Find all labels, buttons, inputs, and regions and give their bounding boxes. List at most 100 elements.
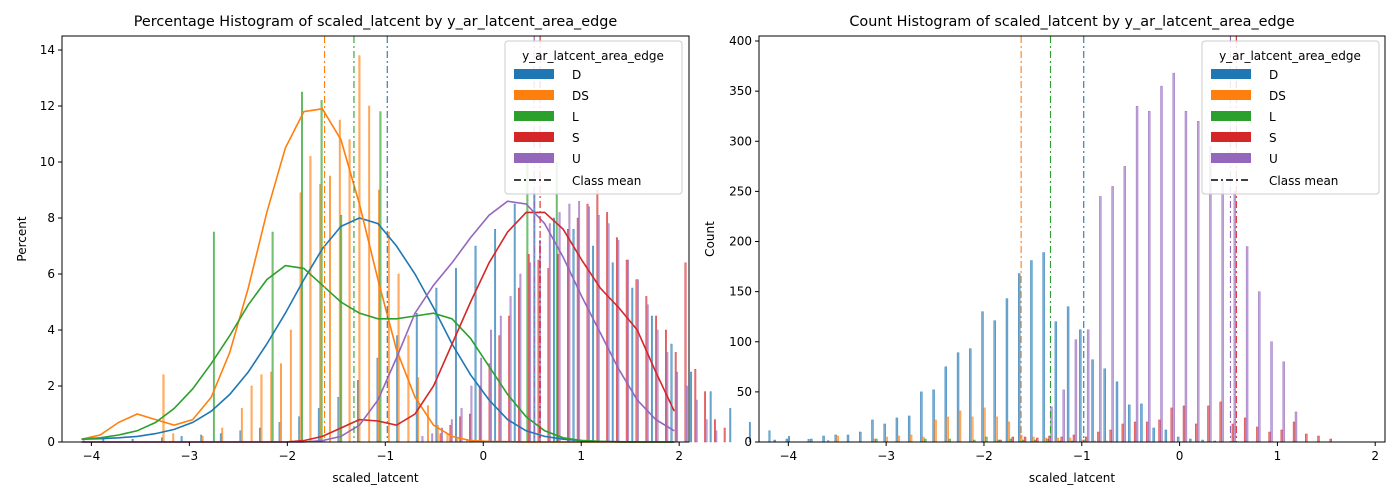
legend-label-ds: DS bbox=[1269, 89, 1286, 103]
bar-l bbox=[301, 91, 303, 443]
bar-ds bbox=[1007, 421, 1011, 443]
bar-u bbox=[1135, 105, 1139, 443]
bar-s bbox=[596, 189, 599, 443]
bar-ds bbox=[201, 436, 204, 443]
legend-label-ds: DS bbox=[572, 89, 589, 103]
bar-s bbox=[1182, 405, 1186, 443]
bar-d bbox=[239, 430, 242, 443]
y-tick-label: 200 bbox=[729, 235, 752, 249]
bar-u bbox=[1258, 291, 1261, 443]
bar-d bbox=[1091, 359, 1094, 443]
bar-d bbox=[631, 287, 634, 443]
y-tick-label: 8 bbox=[47, 211, 55, 225]
bar-d bbox=[278, 422, 281, 443]
bar-ds bbox=[289, 329, 292, 443]
x-tick-label: 0 bbox=[1176, 449, 1184, 463]
bar-ds bbox=[358, 55, 361, 443]
y-tick-label: 400 bbox=[729, 34, 752, 48]
bar-d bbox=[572, 228, 575, 443]
bar-d bbox=[1030, 260, 1033, 443]
bar-ds bbox=[427, 405, 429, 443]
bar-d bbox=[1152, 427, 1155, 443]
bar-ds bbox=[260, 374, 263, 443]
bar-s bbox=[478, 385, 481, 443]
bar-u bbox=[1245, 246, 1249, 443]
bar-s bbox=[1158, 419, 1161, 443]
bar-u bbox=[1062, 389, 1065, 443]
axes-frame bbox=[758, 35, 1386, 443]
axes-frame bbox=[61, 35, 690, 443]
legend-label-u: U bbox=[572, 152, 581, 166]
bar-u bbox=[617, 240, 620, 443]
legend-title: y_ar_latcent_area_edge bbox=[1219, 49, 1361, 63]
bar-s bbox=[498, 335, 501, 443]
bar-s bbox=[547, 268, 550, 443]
bar-s bbox=[616, 237, 618, 443]
bar-u bbox=[588, 206, 590, 443]
bar-u bbox=[656, 329, 659, 443]
bar-d bbox=[1103, 368, 1106, 443]
bar-d bbox=[1054, 321, 1058, 443]
bar-ds bbox=[885, 436, 888, 443]
legend: y_ar_latcent_area_edge D DS L S U Class … bbox=[504, 40, 683, 195]
legend-swatch-d bbox=[1211, 69, 1251, 79]
bar-d bbox=[553, 217, 555, 443]
bar-d bbox=[1176, 436, 1180, 443]
bar-u bbox=[499, 315, 502, 443]
bar-d bbox=[1066, 306, 1070, 443]
bar-s bbox=[527, 254, 530, 443]
bar-s bbox=[1084, 436, 1088, 443]
bar-u bbox=[1270, 341, 1273, 443]
y-tick-label: 250 bbox=[729, 184, 752, 198]
bar-u bbox=[431, 433, 434, 443]
bar-ds bbox=[1044, 437, 1047, 443]
bar-d bbox=[846, 434, 850, 443]
x-tick-label: −2 bbox=[975, 449, 993, 463]
bar-d bbox=[611, 262, 614, 443]
bar-ds bbox=[329, 175, 331, 443]
bar-ds bbox=[221, 427, 224, 443]
bar-l bbox=[212, 231, 215, 443]
bar-s bbox=[655, 315, 658, 443]
bar-s bbox=[635, 279, 638, 443]
bar-u bbox=[1148, 110, 1151, 443]
legend-label-class-mean: Class mean bbox=[1269, 174, 1338, 188]
x-tick-label: −4 bbox=[83, 449, 101, 463]
bar-ds bbox=[172, 433, 175, 443]
bar-d bbox=[993, 320, 996, 443]
bar-u bbox=[637, 279, 639, 443]
y-tick-label: 300 bbox=[729, 134, 752, 148]
bar-s bbox=[1011, 436, 1015, 443]
bar-s bbox=[488, 363, 491, 443]
bar-d bbox=[748, 422, 751, 443]
bar-s bbox=[1317, 435, 1320, 443]
bar-u bbox=[460, 408, 463, 443]
bar-u bbox=[1282, 361, 1285, 443]
bar-d bbox=[1005, 298, 1009, 443]
bar-u bbox=[705, 419, 708, 443]
bar-l bbox=[320, 100, 323, 443]
bar-s bbox=[1072, 434, 1076, 443]
bar-d bbox=[259, 427, 261, 443]
bar-s bbox=[1121, 423, 1125, 443]
bar-u bbox=[1160, 85, 1163, 443]
bar-ds bbox=[240, 408, 243, 443]
bar-ds bbox=[971, 416, 974, 443]
bar-d bbox=[1140, 403, 1143, 443]
bar-d bbox=[200, 434, 203, 443]
chart-title: Percentage Histogram of scaled_latcent b… bbox=[134, 14, 618, 30]
bar-u bbox=[480, 357, 483, 443]
bar-s bbox=[1305, 433, 1308, 443]
kde-line-l bbox=[81, 264, 675, 443]
bar-ds bbox=[368, 105, 371, 443]
bar-u bbox=[490, 329, 492, 443]
bar-d bbox=[907, 415, 911, 443]
bar-d bbox=[956, 352, 960, 443]
bar-s bbox=[1280, 429, 1283, 443]
bar-d bbox=[298, 416, 301, 443]
legend-swatch-ds bbox=[514, 90, 554, 100]
bar-s bbox=[557, 254, 560, 443]
y-tick-label: 0 bbox=[47, 435, 55, 449]
bar-d bbox=[834, 434, 837, 443]
